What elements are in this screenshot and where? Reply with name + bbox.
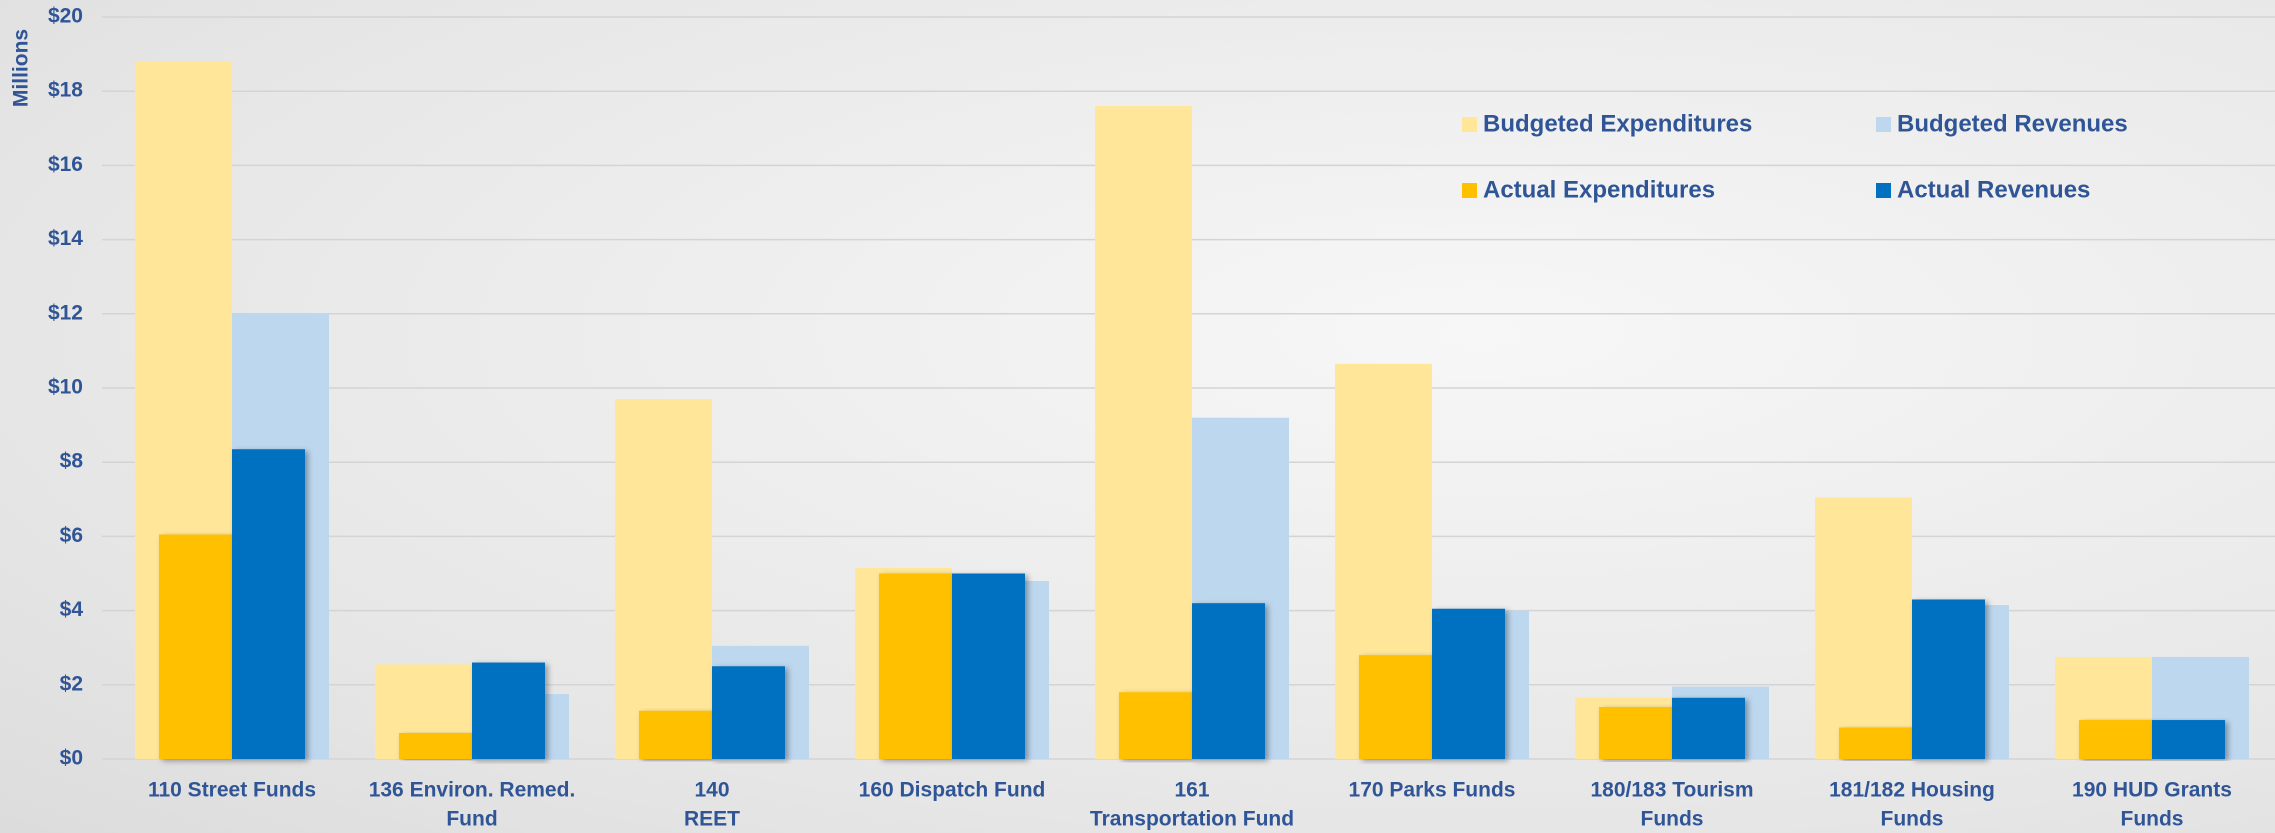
bar — [639, 710, 712, 759]
bar — [472, 662, 545, 759]
legend-label: Actual Expenditures — [1483, 176, 1715, 203]
x-tick-label: REET — [684, 808, 740, 831]
x-tick-label: Funds — [1641, 808, 1704, 831]
bar — [712, 666, 785, 759]
y-tick-label: $8 — [60, 450, 84, 473]
x-tick-label: 160 Dispatch Fund — [859, 779, 1046, 802]
x-tick-label: Transportation Fund — [1090, 808, 1294, 831]
y-tick-label: $10 — [48, 376, 83, 399]
bar — [2152, 720, 2225, 759]
bar — [1672, 697, 1745, 759]
bar — [615, 399, 712, 759]
bar — [159, 534, 232, 759]
legend-swatch — [1462, 117, 1477, 132]
legend-swatch — [1876, 117, 1891, 132]
bar — [399, 733, 472, 759]
bar — [1815, 497, 1912, 759]
legend-swatch — [1876, 183, 1891, 198]
x-tick-label: 181/182 Housing — [1829, 779, 1995, 802]
y-tick-label: $14 — [48, 227, 83, 250]
y-tick-label: $6 — [60, 524, 83, 547]
legend-label: Budgeted Expenditures — [1483, 110, 1752, 137]
bar — [879, 573, 952, 759]
y-axis-label: Millions — [10, 29, 33, 107]
bar — [1192, 603, 1265, 759]
bar — [1839, 727, 1912, 759]
x-tick-label: Funds — [2121, 808, 2184, 831]
x-tick-label: 190 HUD Grants — [2072, 779, 2232, 802]
legend-label: Actual Revenues — [1897, 176, 2090, 203]
x-tick-label: 161 — [1174, 779, 1209, 802]
x-tick-label: 180/183 Tourism — [1590, 779, 1753, 802]
x-tick-label: Funds — [1881, 808, 1944, 831]
y-tick-label: $16 — [48, 153, 83, 176]
bar — [1912, 599, 1985, 759]
bar — [1359, 655, 1432, 759]
bar — [232, 449, 305, 759]
bar — [1599, 707, 1672, 759]
bar — [1432, 608, 1505, 759]
y-tick-label: $0 — [60, 747, 83, 770]
bar — [1095, 106, 1192, 760]
x-tick-label: Fund — [446, 808, 497, 831]
x-tick-label: 110 Street Funds — [148, 779, 316, 802]
y-tick-label: $20 — [48, 5, 83, 28]
y-tick-label: $12 — [48, 301, 83, 324]
bar — [1119, 692, 1192, 759]
bar — [2079, 720, 2152, 759]
x-tick-label: 170 Parks Funds — [1349, 779, 1516, 802]
legend-swatch — [1462, 183, 1477, 198]
bar — [952, 573, 1025, 759]
y-tick-label: $4 — [60, 598, 84, 621]
y-tick-label: $2 — [60, 672, 83, 695]
x-tick-label: 136 Environ. Remed. — [369, 779, 576, 802]
x-tick-label: 140 — [694, 779, 729, 802]
legend-label: Budgeted Revenues — [1897, 110, 2128, 137]
y-tick-label: $18 — [48, 79, 83, 102]
